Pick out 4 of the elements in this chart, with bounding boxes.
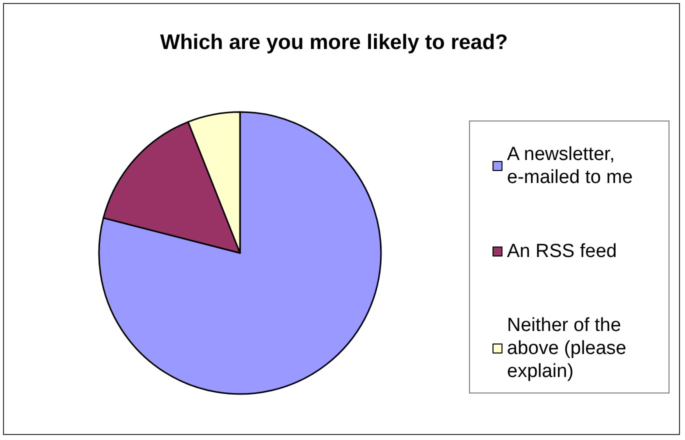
legend-label: Neither of the above (please explain) bbox=[507, 315, 632, 382]
legend-label: A newsletter, e-mailed to me bbox=[507, 144, 633, 188]
legend-label: An RSS feed bbox=[507, 241, 617, 262]
chart-title: Which are you more likely to read? bbox=[160, 31, 508, 54]
